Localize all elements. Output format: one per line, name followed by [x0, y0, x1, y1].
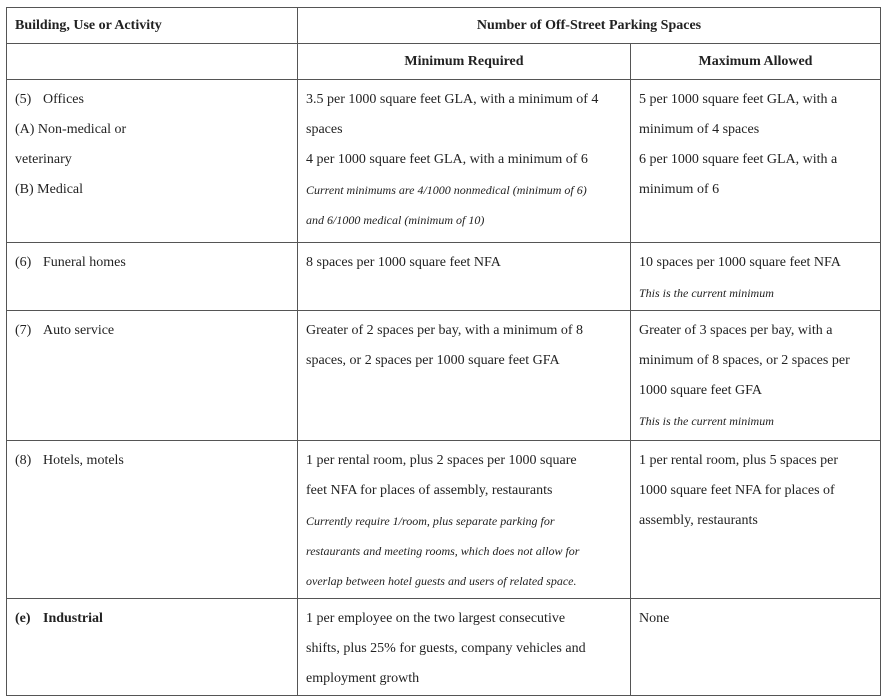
header-parking-spaces: Number of Off-Street Parking Spaces — [296, 7, 882, 44]
maximum-cell: Greater of 3 spaces per bay, with a mini… — [629, 310, 882, 441]
minimum-note: Current minimums are 4/1000 nonmedical (… — [306, 183, 587, 197]
minimum-line: 1 per rental room, plus 2 spaces per 100… — [306, 453, 577, 468]
maximum-cell: 1 per rental room, plus 5 spaces per 100… — [629, 440, 882, 599]
building-sub-line: veterinary — [15, 152, 72, 167]
header-minimum: Minimum Required — [297, 43, 631, 80]
building-title: (5) Offices — [15, 92, 84, 107]
maximum-cell: None — [629, 598, 882, 696]
minimum-cell: 1 per rental room, plus 2 spaces per 100… — [297, 440, 631, 599]
minimum-cell: 1 per employee on the two largest consec… — [297, 598, 631, 696]
minimum-note: and 6/1000 medical (minimum of 10) — [306, 213, 485, 227]
building-cell: (5) Offices (A) Non-medical or veterinary… — [6, 79, 298, 243]
building-sub-line: (B) Medical — [15, 182, 84, 197]
maximum-note: This is the current minimum — [639, 414, 774, 428]
minimum-cell: 3.5 per 1000 square feet GLA, with a min… — [297, 79, 631, 243]
parking-requirements-table: Building, Use or Activity Number of Off-… — [6, 7, 882, 696]
minimum-note: Currently require 1/room, plus separate … — [306, 514, 555, 528]
maximum-line: 1000 square feet GFA — [639, 383, 762, 398]
minimum-line: 4 per 1000 square feet GLA, with a minim… — [306, 152, 588, 167]
maximum-line: 1000 square feet NFA for places of — [639, 483, 835, 498]
minimum-cell: Greater of 2 spaces per bay, with a mini… — [297, 310, 631, 441]
minimum-line: 8 spaces per 1000 square feet NFA — [306, 255, 501, 270]
minimum-line: feet NFA for places of assembly, restaur… — [306, 483, 553, 498]
building-title: (7) Auto service — [15, 323, 115, 338]
building-cell: (e) Industrial — [6, 598, 298, 696]
maximum-line: 6 per 1000 square feet GLA, with a — [639, 152, 838, 167]
building-sub-line: (A) Non-medical or — [15, 122, 127, 137]
maximum-cell: 5 per 1000 square feet GLA, with a minim… — [629, 79, 882, 243]
table-row: (5) Offices (A) Non-medical or veterinary… — [6, 79, 882, 243]
table-subheader-row: Minimum Required Maximum Allowed — [6, 43, 882, 80]
maximum-line: minimum of 6 — [639, 182, 720, 197]
minimum-cell: 8 spaces per 1000 square feet NFA — [297, 242, 631, 311]
building-cell: (8) Hotels, motels — [6, 440, 298, 599]
building-title: (e) Industrial — [15, 611, 103, 626]
minimum-line: spaces, or 2 spaces per 1000 square feet… — [306, 353, 560, 368]
minimum-line: shifts, plus 25% for guests, company veh… — [306, 641, 586, 656]
document-page: Building, Use or Activity Number of Off-… — [6, 7, 882, 696]
maximum-line: minimum of 8 spaces, or 2 spaces per — [639, 353, 850, 368]
maximum-line: 1 per rental room, plus 5 spaces per — [639, 453, 839, 468]
minimum-line: Greater of 2 spaces per bay, with a mini… — [306, 323, 584, 338]
table-row: (8) Hotels, motels 1 per rental room, plu… — [6, 440, 882, 599]
minimum-line: 1 per employee on the two largest consec… — [306, 611, 566, 626]
maximum-line: None — [639, 611, 670, 626]
maximum-line: Greater of 3 spaces per bay, with a — [639, 323, 833, 338]
table-header-row: Building, Use or Activity Number of Off-… — [6, 7, 882, 44]
maximum-note: This is the current minimum — [639, 286, 774, 300]
building-title: (8) Hotels, motels — [15, 453, 124, 468]
minimum-note: overlap between hotel guests and users o… — [306, 574, 577, 588]
building-title: (6) Funeral homes — [15, 255, 126, 270]
minimum-line: spaces — [306, 122, 343, 137]
header-maximum: Maximum Allowed — [629, 43, 882, 80]
subheader-empty — [6, 43, 298, 80]
maximum-line: 5 per 1000 square feet GLA, with a — [639, 92, 838, 107]
table-row: (e) Industrial 1 per employee on the two … — [6, 598, 882, 696]
minimum-note: restaurants and meeting rooms, which doe… — [306, 544, 580, 558]
minimum-line: 3.5 per 1000 square feet GLA, with a min… — [306, 92, 599, 107]
header-building: Building, Use or Activity — [6, 7, 298, 44]
building-cell: (6) Funeral homes — [6, 242, 298, 311]
maximum-line: assembly, restaurants — [639, 513, 758, 528]
maximum-line: minimum of 4 spaces — [639, 122, 760, 137]
minimum-line: employment growth — [306, 671, 420, 686]
table-row: (7) Auto service Greater of 2 spaces per … — [6, 310, 882, 441]
table-row: (6) Funeral homes 8 spaces per 1000 squar… — [6, 242, 882, 311]
building-cell: (7) Auto service — [6, 310, 298, 441]
maximum-cell: 10 spaces per 1000 square feet NFA This … — [629, 242, 882, 311]
maximum-line: 10 spaces per 1000 square feet NFA — [639, 255, 841, 270]
